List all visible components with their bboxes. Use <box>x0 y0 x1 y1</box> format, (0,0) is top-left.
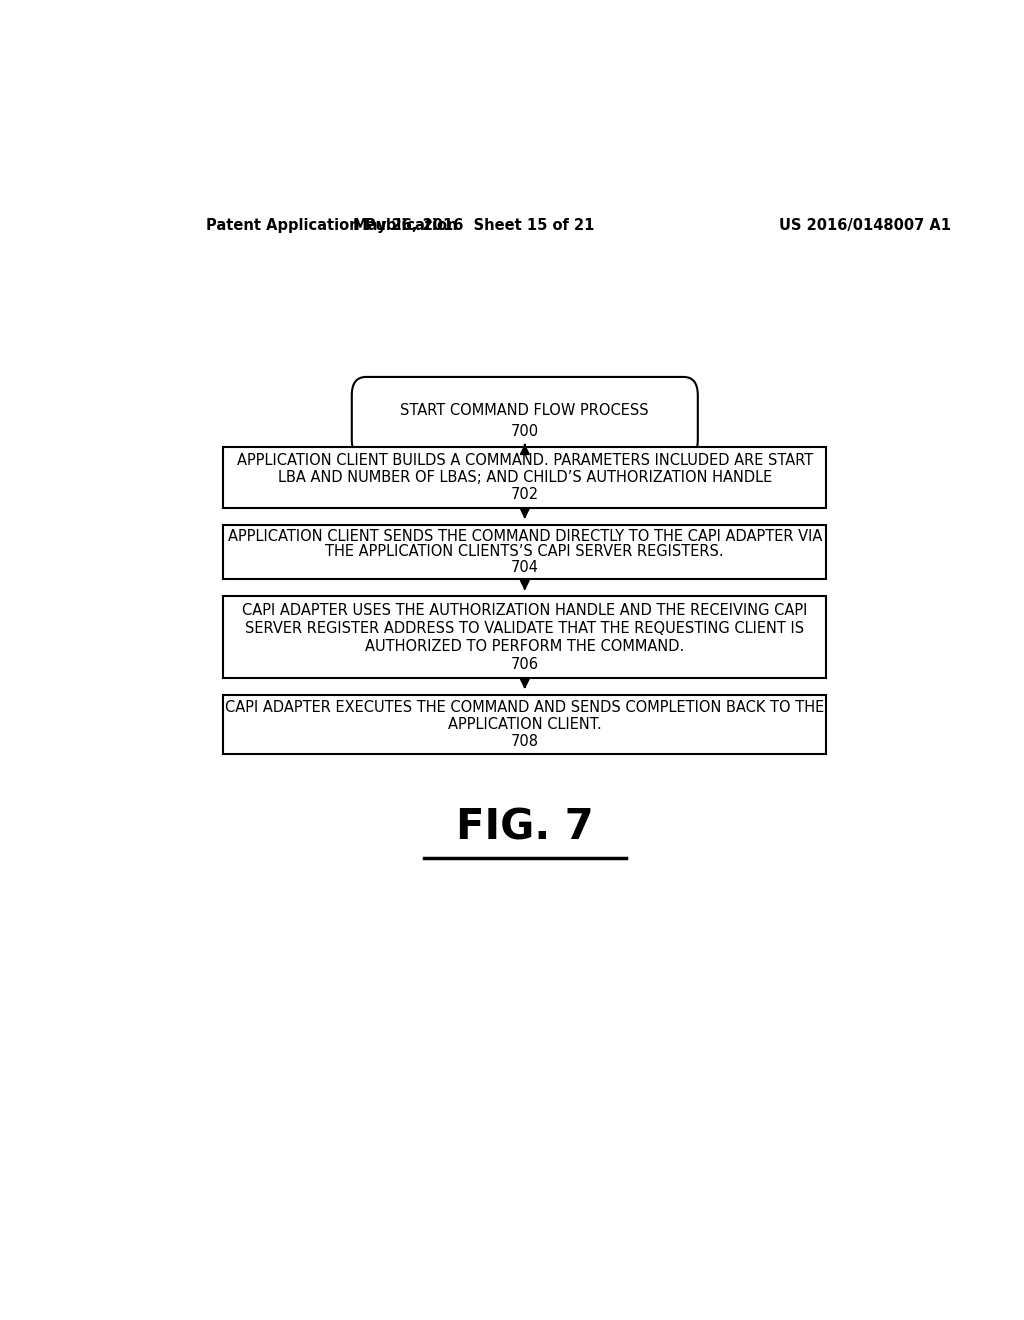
Text: AUTHORIZED TO PERFORM THE COMMAND.: AUTHORIZED TO PERFORM THE COMMAND. <box>366 639 684 653</box>
Text: APPLICATION CLIENT SENDS THE COMMAND DIRECTLY TO THE CAPI ADAPTER VIA: APPLICATION CLIENT SENDS THE COMMAND DIR… <box>227 529 822 544</box>
Text: CAPI ADAPTER USES THE AUTHORIZATION HANDLE AND THE RECEIVING CAPI: CAPI ADAPTER USES THE AUTHORIZATION HAND… <box>242 602 808 618</box>
Text: APPLICATION CLIENT BUILDS A COMMAND. PARAMETERS INCLUDED ARE START: APPLICATION CLIENT BUILDS A COMMAND. PAR… <box>237 453 813 467</box>
Text: US 2016/0148007 A1: US 2016/0148007 A1 <box>778 218 950 234</box>
Text: LBA AND NUMBER OF LBAS; AND CHILD’S AUTHORIZATION HANDLE: LBA AND NUMBER OF LBAS; AND CHILD’S AUTH… <box>278 470 772 484</box>
Text: May 26, 2016  Sheet 15 of 21: May 26, 2016 Sheet 15 of 21 <box>352 218 594 234</box>
Text: 702: 702 <box>511 487 539 503</box>
Text: APPLICATION CLIENT.: APPLICATION CLIENT. <box>447 717 602 733</box>
FancyBboxPatch shape <box>223 525 826 578</box>
Text: 704: 704 <box>511 560 539 574</box>
FancyBboxPatch shape <box>223 597 826 677</box>
FancyBboxPatch shape <box>223 696 826 754</box>
Text: 700: 700 <box>511 424 539 440</box>
Text: FIG. 7: FIG. 7 <box>456 807 594 849</box>
Text: THE APPLICATION CLIENTS’S CAPI SERVER REGISTERS.: THE APPLICATION CLIENTS’S CAPI SERVER RE… <box>326 544 724 560</box>
Text: CAPI ADAPTER EXECUTES THE COMMAND AND SENDS COMPLETION BACK TO THE: CAPI ADAPTER EXECUTES THE COMMAND AND SE… <box>225 700 824 715</box>
Text: START COMMAND FLOW PROCESS: START COMMAND FLOW PROCESS <box>400 403 649 418</box>
Text: 706: 706 <box>511 657 539 672</box>
Text: 708: 708 <box>511 734 539 748</box>
FancyBboxPatch shape <box>352 378 697 458</box>
FancyBboxPatch shape <box>223 447 826 508</box>
Text: SERVER REGISTER ADDRESS TO VALIDATE THAT THE REQUESTING CLIENT IS: SERVER REGISTER ADDRESS TO VALIDATE THAT… <box>245 620 805 636</box>
Text: Patent Application Publication: Patent Application Publication <box>206 218 458 234</box>
